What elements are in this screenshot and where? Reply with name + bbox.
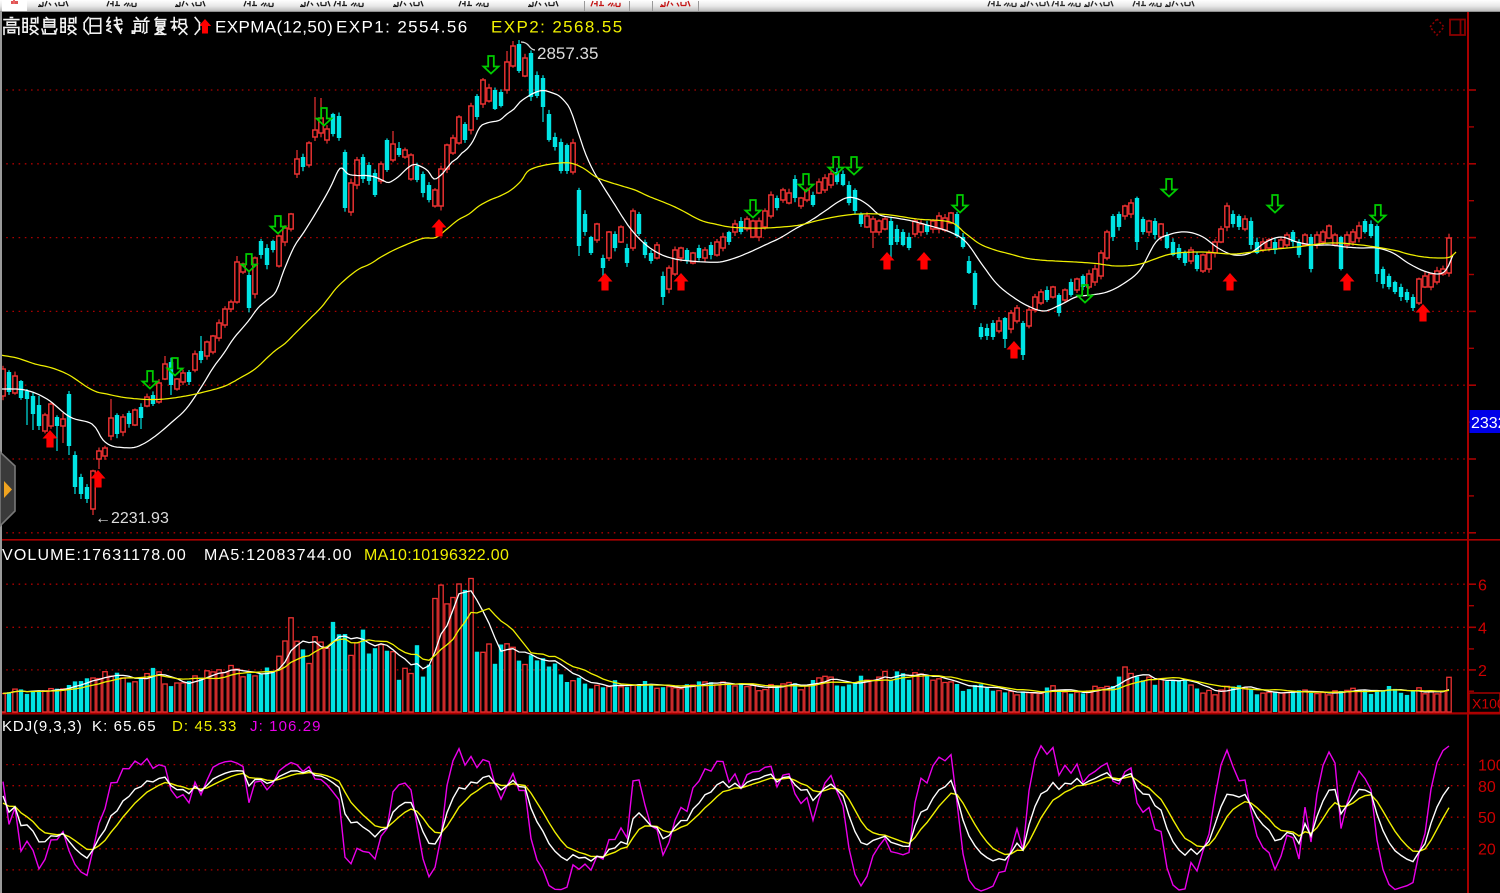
svg-text:MA5:12083744.00: MA5:12083744.00 [204, 547, 353, 564]
svg-text:20: 20 [1478, 842, 1496, 859]
svg-text:50: 50 [1478, 810, 1496, 827]
svg-text:KDJ(9,3,3): KDJ(9,3,3) [2, 718, 83, 735]
svg-text:EXP1: 2554.56: EXP1: 2554.56 [336, 18, 469, 37]
svg-text:VOLUME:17631178.00: VOLUME:17631178.00 [2, 547, 187, 564]
svg-text:X100: X100 [1472, 696, 1500, 712]
svg-text:4: 4 [1478, 621, 1487, 638]
svg-text:J: 106.29: J: 106.29 [250, 718, 322, 735]
svg-text:100: 100 [1478, 758, 1500, 775]
svg-text:6: 6 [1478, 578, 1487, 595]
svg-text:2: 2 [1478, 663, 1487, 680]
svg-text:K: 65.65: K: 65.65 [92, 718, 157, 735]
svg-text:2332: 2332 [1471, 415, 1500, 432]
svg-text:EXP2: 2568.55: EXP2: 2568.55 [491, 18, 624, 37]
svg-text:D: 45.33: D: 45.33 [172, 718, 238, 735]
svg-text:2857.35: 2857.35 [537, 44, 598, 63]
svg-text:←2231.93: ←2231.93 [95, 510, 169, 527]
svg-text:MA10:10196322.00: MA10:10196322.00 [364, 547, 509, 564]
svg-text:80: 80 [1478, 779, 1496, 796]
svg-text:EXPMA(12,50): EXPMA(12,50) [215, 18, 333, 37]
